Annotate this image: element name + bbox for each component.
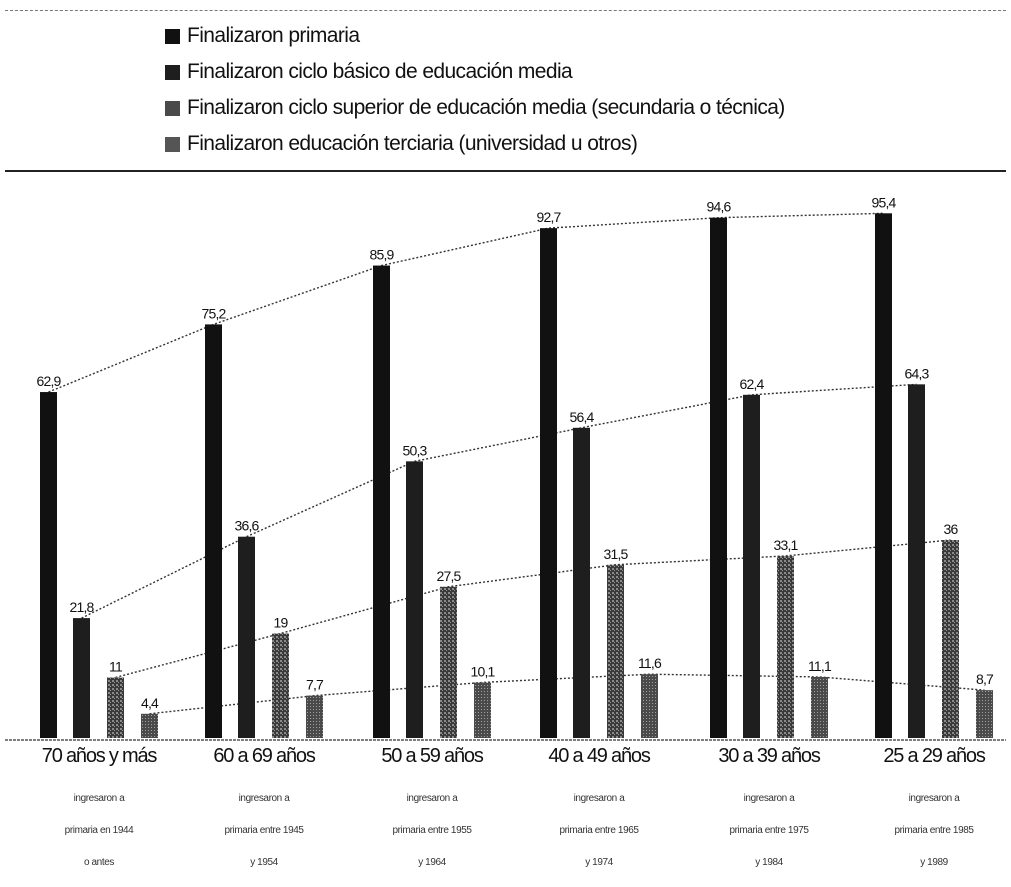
category-label: 25 a 29 años	[883, 745, 985, 767]
bar-value-label: 92,7	[536, 209, 561, 225]
category-note: primaria entre 1975	[729, 825, 809, 836]
bar	[373, 265, 390, 738]
top-rule	[5, 10, 1006, 11]
category-label: 40 a 49 años	[548, 745, 650, 767]
bar	[641, 674, 658, 738]
bar-value-label: 11,1	[808, 658, 832, 674]
legend-label: Finalizaron ciclo básico de educación me…	[187, 60, 573, 83]
bar	[573, 427, 590, 738]
bar-value-label: 62,4	[739, 376, 764, 392]
bar	[73, 618, 90, 738]
bar	[710, 217, 727, 738]
bar	[474, 682, 491, 738]
bar-value-label: 7,7	[306, 677, 324, 693]
category-note: primaria en 1944	[65, 825, 134, 836]
bar-value-label: 4,4	[141, 695, 159, 711]
legend-swatch	[165, 100, 180, 116]
legend-item: Finalizaron ciclo superior de educación …	[165, 90, 785, 126]
bar-value-label: 94,6	[706, 199, 731, 215]
bar-value-label: 19	[274, 615, 289, 631]
category-note: primaria entre 1985	[894, 825, 974, 836]
category-note: ingresaron a	[909, 793, 961, 804]
category-note: ingresaron a	[74, 793, 126, 804]
bar-value-label: 36,6	[234, 518, 259, 534]
legend-item: Finalizaron ciclo básico de educación me…	[165, 54, 785, 90]
category-label: 30 a 39 años	[718, 745, 820, 767]
legend-swatch	[165, 28, 180, 44]
category-note: y 1989	[920, 857, 948, 868]
bar-value-label: 56,4	[569, 409, 594, 425]
category-note: ingresaron a	[407, 793, 459, 804]
bar	[777, 555, 794, 738]
legend-item: Finalizaron educación terciaria (univers…	[165, 126, 785, 162]
bar	[238, 536, 255, 738]
bar-value-label: 21,8	[69, 599, 94, 615]
bar-value-label: 95,4	[871, 194, 896, 210]
category-note: o antes	[84, 857, 114, 868]
category-note: primaria entre 1955	[392, 825, 472, 836]
bar-value-label: 10,1	[470, 663, 495, 679]
legend-divider	[5, 170, 1006, 172]
bar-value-label: 11,6	[638, 655, 662, 671]
bar	[607, 564, 624, 738]
trend-line	[48, 212, 884, 393]
category-label: 70 años y más	[42, 745, 158, 767]
category-note: y 1954	[250, 857, 278, 868]
bar	[875, 213, 892, 739]
bar	[743, 394, 760, 738]
category-note: ingresaron a	[239, 793, 291, 804]
bar-value-label: 8,7	[976, 671, 994, 687]
bar	[107, 677, 124, 738]
bar-value-label: 75,2	[201, 305, 226, 321]
bar-value-label: 33,1	[773, 537, 798, 553]
category-note: y 1974	[585, 857, 613, 868]
legend-swatch	[165, 64, 180, 80]
category-note: y 1964	[418, 857, 446, 868]
bar-value-label: 64,3	[904, 365, 929, 381]
bar-value-label: 62,9	[36, 373, 61, 389]
bar-value-label: 27,5	[436, 568, 461, 584]
category-label: 60 a 69 años	[213, 745, 315, 767]
bar	[205, 324, 222, 738]
legend-label: Finalizaron ciclo superior de educación …	[187, 96, 785, 119]
bar-value-label: 11	[109, 659, 123, 675]
bar-value-label: 50,3	[402, 442, 427, 458]
bar-value-label: 31,5	[603, 546, 628, 562]
bar	[272, 633, 289, 738]
legend: Finalizaron primaria Finalizaron ciclo bá…	[165, 18, 785, 162]
category-note: ingresaron a	[574, 793, 626, 804]
category-note: primaria entre 1965	[559, 825, 639, 836]
bar-value-label: 36	[944, 521, 959, 537]
bar	[306, 695, 323, 738]
legend-label: Finalizaron primaria	[187, 24, 360, 47]
category-label: 50 a 59 años	[381, 745, 483, 767]
category-note: primaria entre 1945	[224, 825, 304, 836]
bar	[540, 228, 557, 738]
category-note: ingresaron a	[744, 793, 796, 804]
bar	[908, 384, 925, 738]
bar	[976, 690, 993, 738]
bar-value-label: 85,9	[369, 247, 394, 263]
bar	[942, 540, 959, 738]
bar	[440, 586, 457, 738]
legend-item: Finalizaron primaria	[165, 18, 785, 54]
trend-line	[115, 539, 951, 679]
legend-label: Finalizaron educación terciaria (univers…	[187, 132, 638, 155]
bar	[40, 392, 57, 738]
bar	[811, 676, 828, 738]
category-note: y 1984	[755, 857, 783, 868]
legend-swatch	[165, 136, 180, 152]
bar	[406, 461, 423, 738]
bar	[141, 713, 158, 738]
